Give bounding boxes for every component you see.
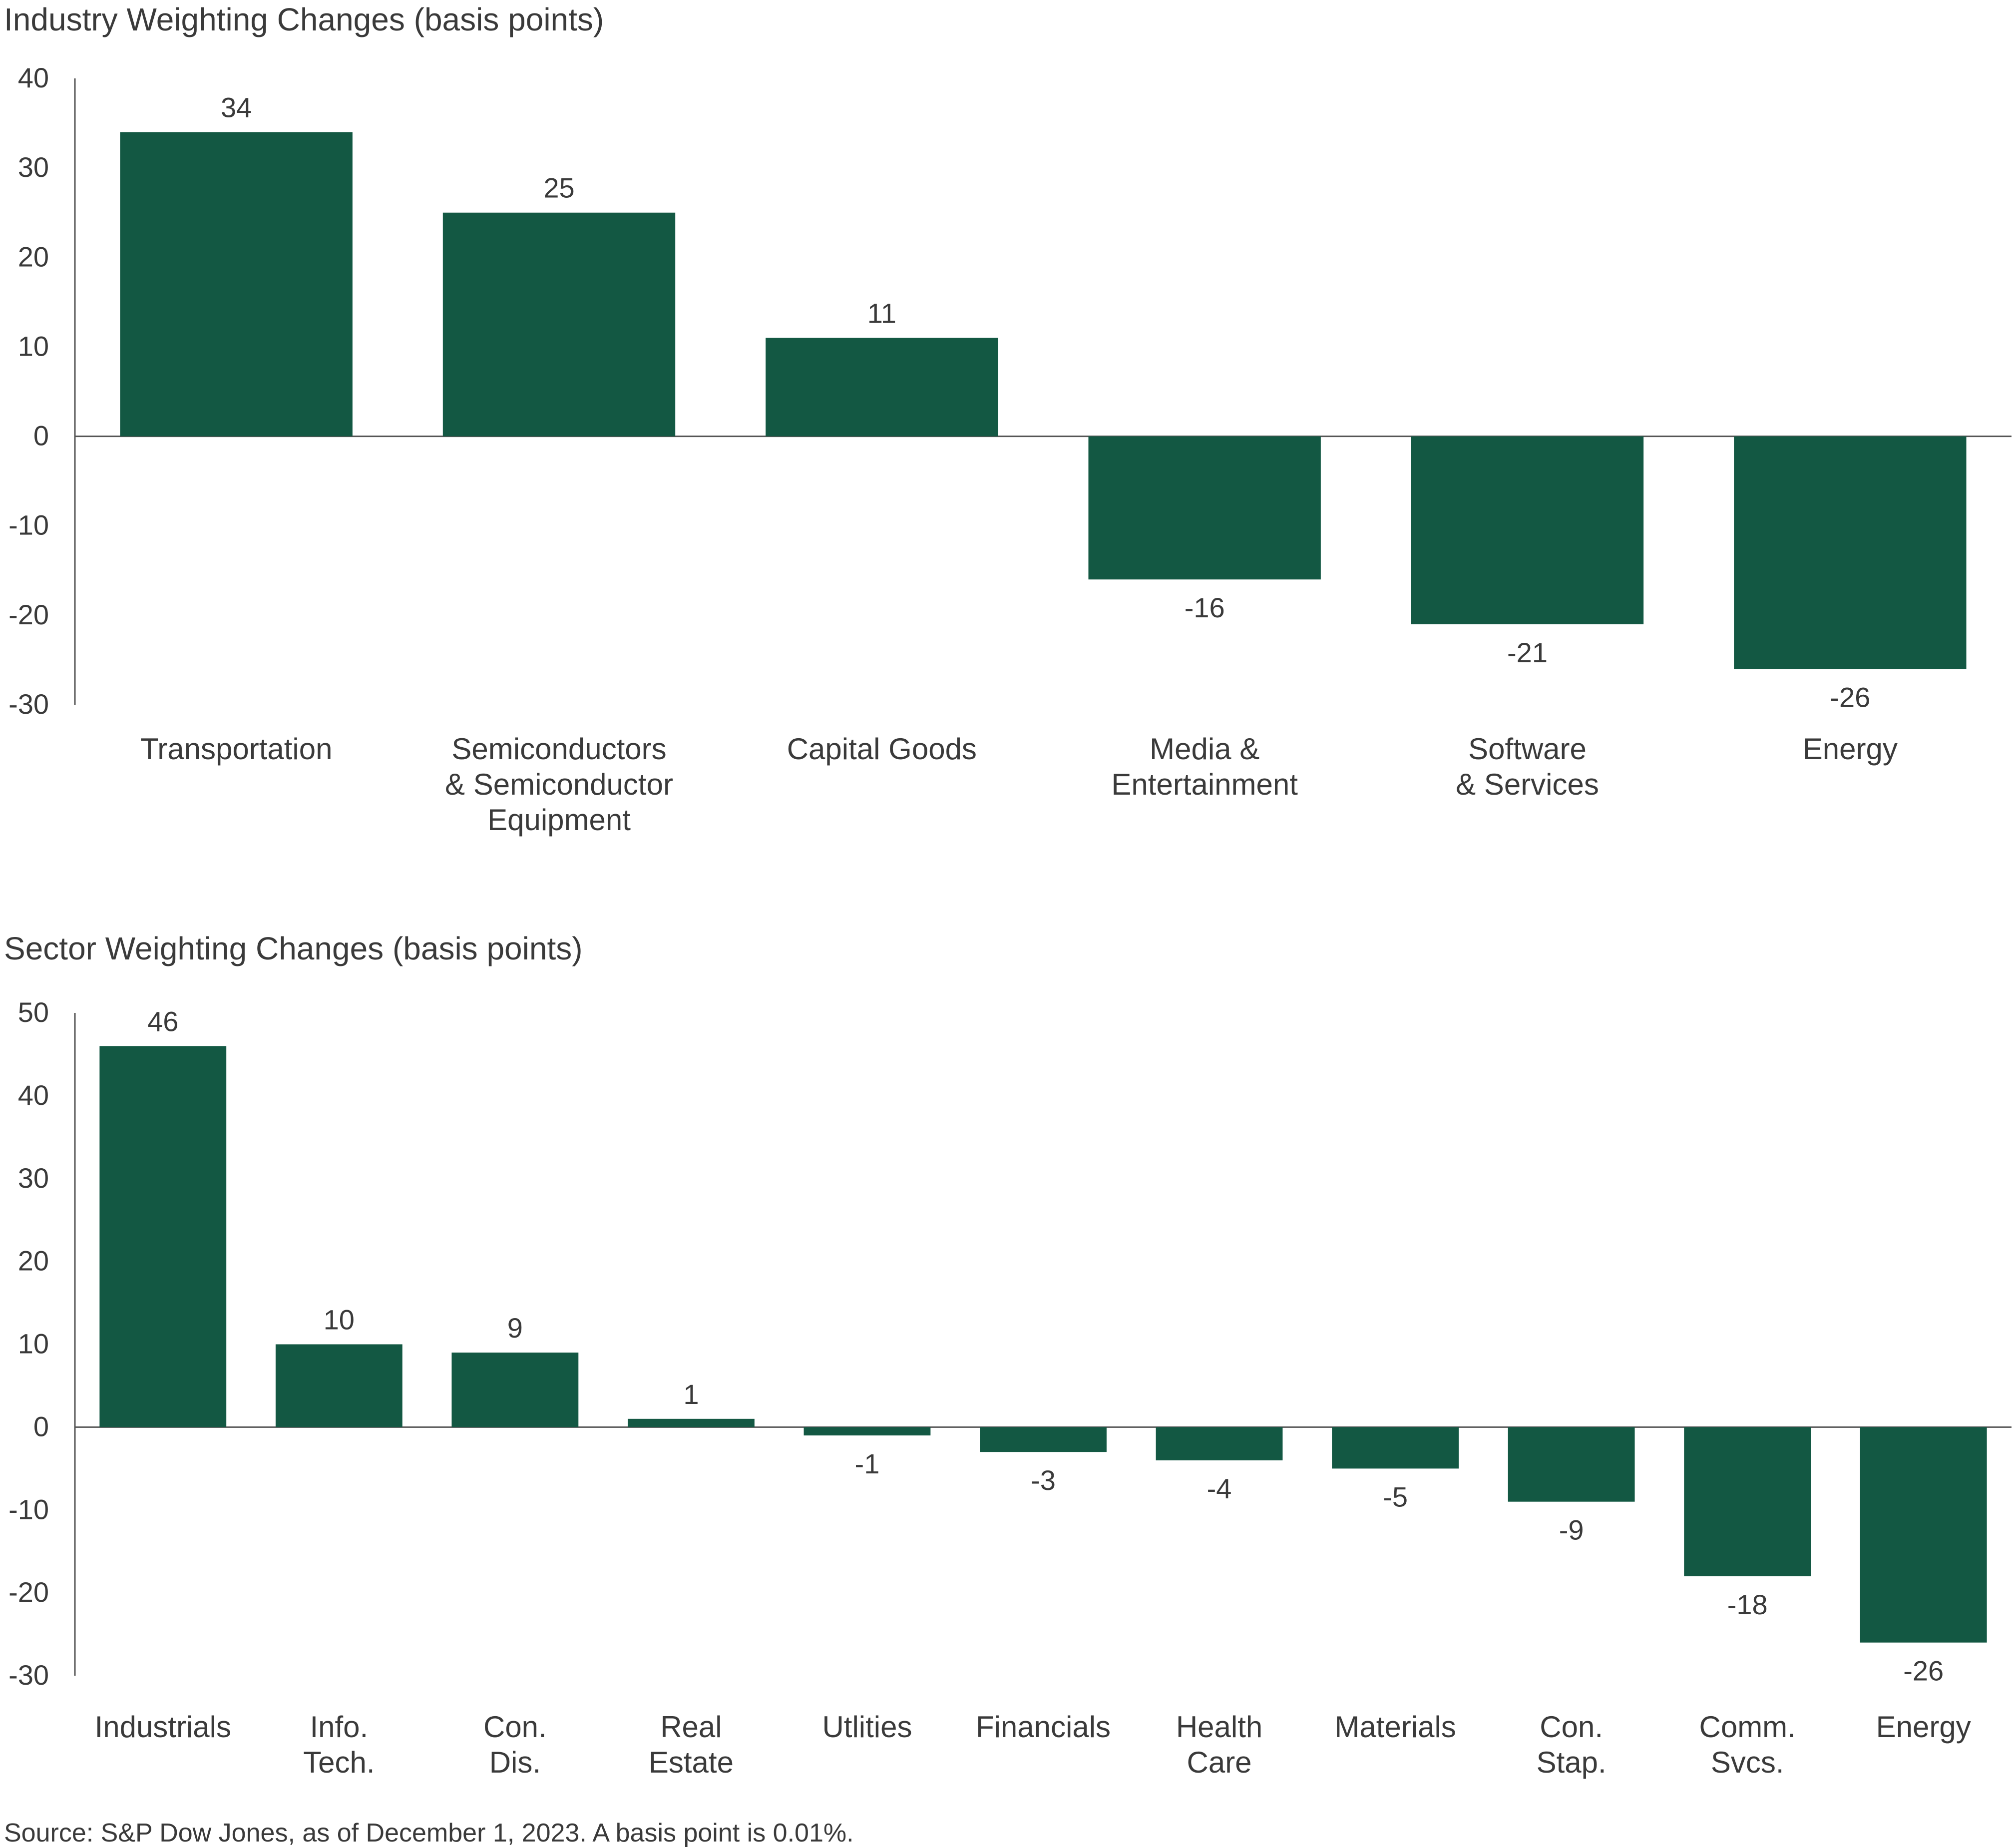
data-label: 25 (543, 172, 574, 204)
category-label: Semiconductors & Semiconductor Equipment (445, 732, 673, 837)
category-label: Comm. Svcs. (1699, 1710, 1796, 1779)
y-tick-label: 40 (18, 62, 49, 93)
y-tick-label: -10 (8, 1493, 49, 1525)
y-tick-label: 10 (18, 330, 49, 362)
data-label: 1 (683, 1379, 699, 1410)
y-tick-label: -30 (8, 688, 49, 720)
bar (1088, 436, 1321, 580)
y-tick-label: 0 (33, 1410, 49, 1442)
sector-chart-title: Sector Weighting Changes (basis points) (4, 930, 583, 966)
category-label: Con. Dis. (483, 1710, 547, 1779)
bar (120, 132, 353, 437)
category-label: Materials (1334, 1710, 1456, 1744)
bar (1411, 436, 1644, 624)
data-label: 10 (324, 1304, 355, 1336)
data-label: -21 (1507, 637, 1548, 668)
category-label: Industrials (95, 1710, 231, 1744)
bar (275, 1344, 403, 1427)
bar (1156, 1427, 1283, 1460)
category-label: Media & Entertainment (1111, 732, 1298, 801)
bar (627, 1418, 755, 1427)
data-label: -1 (855, 1448, 880, 1479)
data-label: -18 (1727, 1589, 1768, 1620)
category-label: Software & Services (1456, 732, 1599, 801)
bar (1332, 1427, 1459, 1469)
y-tick-label: -10 (8, 509, 49, 541)
data-label: -5 (1383, 1481, 1408, 1512)
category-label: Health Care (1176, 1710, 1262, 1779)
bar (442, 212, 676, 437)
category-label: Financials (976, 1710, 1111, 1744)
category-label: Info. Tech. (303, 1710, 375, 1779)
data-label: -26 (1830, 681, 1870, 713)
y-tick-label: 0 (33, 420, 49, 452)
data-label: 34 (221, 91, 252, 123)
bar (99, 1046, 227, 1427)
bar (451, 1353, 579, 1427)
y-tick-label: 20 (18, 1245, 49, 1277)
source-note: Source: S&P Dow Jones, as of December 1,… (4, 1819, 854, 1848)
industry-weighting-chart: 40 30 20 10 0 -10 -20 -30 34 Transportation 25 Semi… (8, 62, 2012, 837)
y-tick-label: -30 (8, 1659, 49, 1691)
category-label: Utlities (822, 1710, 912, 1744)
data-label: -3 (1031, 1464, 1056, 1496)
bar (1684, 1427, 1811, 1576)
bar (980, 1427, 1107, 1452)
bar (1508, 1427, 1635, 1502)
sector-weighting-chart: 50 40 30 20 10 0 -10 -20 -30 46 Industrials 10 Info.… (8, 996, 2012, 1779)
data-label: -16 (1185, 592, 1225, 623)
category-label: Capital Goods (787, 732, 977, 766)
data-label: -4 (1207, 1473, 1232, 1504)
data-label: 9 (507, 1312, 523, 1344)
y-tick-label: -20 (8, 599, 49, 630)
bar (766, 338, 998, 437)
category-label: Energy (1876, 1710, 1971, 1744)
y-tick-label: 30 (18, 1162, 49, 1194)
y-tick-label: 50 (18, 996, 49, 1028)
category-label: Transportation (140, 732, 333, 766)
category-label: Energy (1803, 732, 1898, 766)
bar (1734, 436, 1967, 669)
data-label: -26 (1903, 1655, 1944, 1687)
y-tick-label: 30 (18, 151, 49, 183)
data-label: 46 (147, 1005, 178, 1037)
y-tick-label: 10 (18, 1328, 49, 1360)
y-tick-label: 40 (18, 1079, 49, 1111)
industry-chart-title: Industry Weighting Changes (basis points… (4, 1, 604, 37)
category-label: Con. Stap. (1537, 1710, 1607, 1779)
bar (804, 1427, 931, 1435)
data-label: 11 (867, 298, 896, 329)
y-tick-label: -20 (8, 1576, 49, 1608)
category-label: Real Estate (649, 1710, 734, 1779)
data-label: -9 (1559, 1514, 1584, 1546)
y-tick-label: 20 (18, 241, 49, 272)
bar (1860, 1427, 1987, 1643)
